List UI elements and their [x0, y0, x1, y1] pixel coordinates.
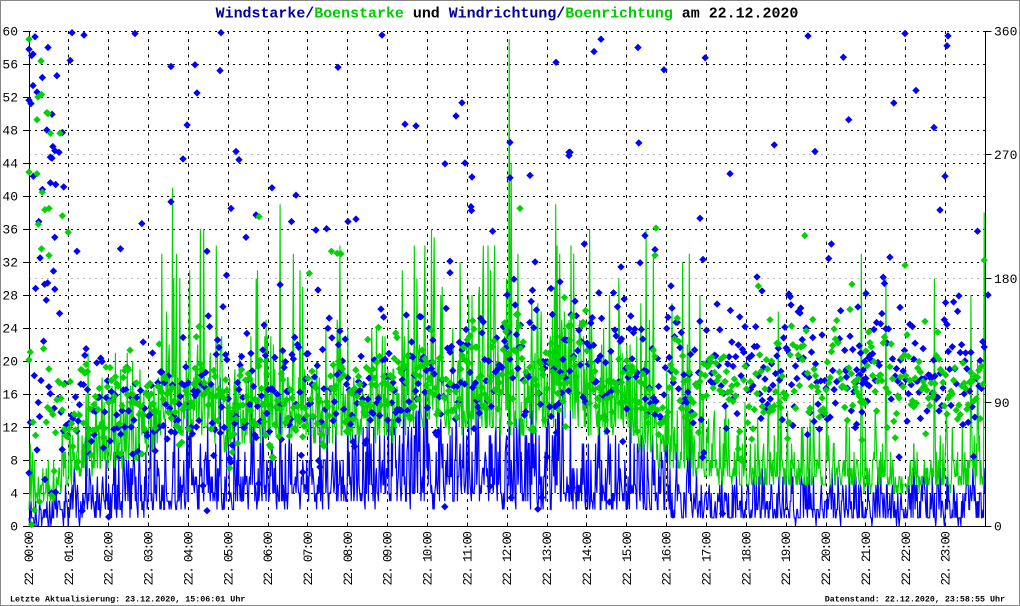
svg-text:22. 17:00: 22. 17:00 [701, 532, 715, 586]
svg-text:22. 14:00: 22. 14:00 [581, 532, 595, 586]
svg-text:4: 4 [10, 487, 18, 502]
svg-text:22. 21:00: 22. 21:00 [860, 532, 874, 586]
svg-text:22. 23:00: 22. 23:00 [940, 532, 954, 586]
svg-text:22. 05:00: 22. 05:00 [222, 532, 236, 586]
svg-text:22. 19:00: 22. 19:00 [780, 532, 794, 586]
svg-text:22. 03:00: 22. 03:00 [143, 532, 157, 586]
svg-text:12: 12 [2, 421, 18, 436]
svg-text:22. 09:00: 22. 09:00 [382, 532, 396, 586]
svg-text:22. 12:00: 22. 12:00 [501, 532, 515, 586]
svg-text:22. 07:00: 22. 07:00 [302, 532, 316, 586]
svg-text:22. 22:00: 22. 22:00 [900, 532, 914, 586]
svg-text:22. 18:00: 22. 18:00 [740, 532, 754, 586]
svg-text:60: 60 [2, 25, 18, 40]
svg-text:44: 44 [2, 157, 18, 172]
svg-text:22. 11:00: 22. 11:00 [461, 532, 475, 586]
svg-text:22. 10:00: 22. 10:00 [422, 532, 436, 586]
svg-text:360: 360 [994, 25, 1017, 40]
svg-text:270: 270 [994, 148, 1017, 163]
svg-text:Windstarke/Boenstarke und Wind: Windstarke/Boenstarke und Windrichtung/B… [216, 7, 799, 23]
svg-text:16: 16 [2, 388, 18, 403]
svg-text:22. 06:00: 22. 06:00 [262, 532, 276, 586]
svg-text:48: 48 [2, 124, 18, 139]
svg-text:180: 180 [994, 272, 1017, 287]
svg-text:52: 52 [2, 91, 18, 106]
svg-text:20: 20 [2, 355, 18, 370]
svg-text:8: 8 [10, 454, 18, 469]
svg-text:22. 16:00: 22. 16:00 [661, 532, 675, 586]
svg-text:24: 24 [2, 322, 18, 337]
svg-text:22. 15:00: 22. 15:00 [621, 532, 635, 586]
svg-text:0: 0 [994, 520, 1002, 535]
svg-text:22. 04:00: 22. 04:00 [182, 532, 196, 586]
svg-text:22. 20:00: 22. 20:00 [820, 532, 834, 586]
svg-text:22. 13:00: 22. 13:00 [541, 532, 555, 586]
svg-text:32: 32 [2, 256, 18, 271]
svg-text:36: 36 [2, 223, 18, 238]
svg-text:Letzte Aktualisierung: 23.12.2: Letzte Aktualisierung: 23.12.2020, 15:06… [10, 595, 245, 605]
svg-text:0: 0 [10, 520, 18, 535]
svg-text:40: 40 [2, 190, 18, 205]
svg-text:28: 28 [2, 289, 18, 304]
svg-text:22. 01:00: 22. 01:00 [63, 532, 77, 586]
svg-text:56: 56 [2, 58, 18, 73]
svg-text:22. 08:00: 22. 08:00 [342, 532, 356, 586]
svg-text:Datenstand: 22.12.2020, 23:58:: Datenstand: 22.12.2020, 23:58:55 Uhr [825, 595, 1005, 605]
svg-text:22. 00:00: 22. 00:00 [23, 532, 37, 586]
svg-text:90: 90 [994, 396, 1010, 411]
svg-text:22. 02:00: 22. 02:00 [103, 532, 117, 586]
